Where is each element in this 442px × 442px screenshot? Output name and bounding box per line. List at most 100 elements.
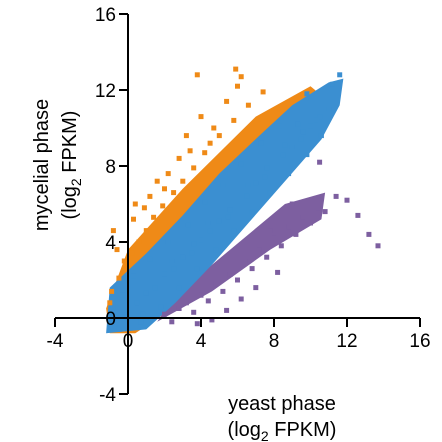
down-regulated-cloud — [157, 192, 326, 322]
data-point-s2-32 — [224, 307, 230, 313]
data-point-s2-21 — [315, 205, 321, 211]
data-point-s0-59 — [300, 129, 306, 135]
data-point-s0-7 — [180, 254, 186, 260]
data-point-s0-38 — [277, 123, 282, 129]
data-point-s0-57 — [264, 165, 270, 171]
data-point-s1-35 — [183, 133, 189, 139]
axes — [54, 13, 421, 395]
data-point-s0-2 — [134, 300, 140, 306]
tick-labels: -4 0 4 8 12 16 -4 0 4 8 12 16 — [47, 5, 431, 406]
data-point-s0-30 — [131, 273, 136, 279]
data-point-s2-31 — [238, 296, 244, 302]
data-point-s2-8 — [220, 288, 226, 294]
data-point-s0-45 — [249, 209, 255, 215]
data-point-s2-22 — [322, 209, 328, 215]
data-point-s1-29 — [176, 155, 182, 161]
data-point-s2-25 — [355, 212, 361, 218]
data-point-s2-0 — [162, 311, 167, 317]
data-point-s2-19 — [300, 214, 306, 220]
data-point-s1-34 — [162, 186, 167, 192]
data-point-s0-31 — [147, 256, 153, 262]
data-point-s1-30 — [154, 178, 160, 184]
data-point-s0-60 — [313, 117, 319, 123]
data-point-s1-1 — [109, 288, 115, 294]
data-point-s1-2 — [116, 275, 122, 281]
data-point-s2-10 — [235, 277, 240, 283]
data-point-s0-6 — [171, 266, 177, 272]
data-point-s0-58 — [282, 142, 288, 148]
data-point-s1-23 — [224, 98, 230, 104]
y-tick-label-1: 0 — [105, 309, 116, 330]
data-point-s0-22 — [317, 114, 323, 120]
data-point-s0-55 — [227, 207, 233, 213]
x-axis-unit-suffix: FPKM) — [269, 419, 337, 441]
data-point-s0-5 — [162, 271, 167, 277]
data-point-s2-15 — [271, 235, 277, 241]
data-point-s0-26 — [304, 91, 310, 97]
data-point-s2-17 — [286, 224, 292, 230]
data-point-s1-31 — [132, 201, 138, 207]
y-tick-label-4: 12 — [95, 81, 116, 102]
data-point-s2-1 — [169, 319, 175, 325]
data-point-s1-36 — [198, 114, 204, 120]
data-point-s0-47 — [286, 171, 292, 177]
data-point-s2-24 — [344, 197, 350, 203]
data-point-s1-16 — [260, 89, 266, 95]
data-point-s2-16 — [278, 243, 284, 249]
data-point-s1-3 — [121, 258, 127, 264]
data-point-s0-15 — [253, 180, 259, 186]
data-point-s1-6 — [143, 228, 149, 234]
x-tick-label-5: 16 — [409, 331, 430, 352]
data-point-s0-56 — [245, 182, 251, 188]
x-axis-unit-subscript: 2 — [261, 428, 269, 442]
data-point-s0-28 — [110, 304, 116, 310]
data-point-s0-17 — [271, 163, 277, 169]
data-point-s0-12 — [225, 214, 231, 220]
data-point-s0-48 — [304, 152, 310, 158]
data-point-s0-23 — [326, 106, 332, 112]
data-point-s2-35 — [289, 201, 295, 207]
data-point-s1-15 — [245, 102, 251, 108]
data-point-s0-4 — [152, 285, 158, 291]
data-point-s1-4 — [129, 250, 135, 256]
data-point-s0-50 — [121, 309, 127, 315]
x-tick-label-4: 12 — [336, 331, 357, 352]
data-point-s2-6 — [205, 298, 211, 304]
data-point-s1-18 — [131, 216, 136, 222]
data-point-s2-5 — [198, 292, 204, 298]
unchanged-cloud — [106, 78, 344, 334]
data-point-s1-11 — [191, 165, 197, 171]
data-point-s0-11 — [216, 218, 222, 224]
data-point-s1-7 — [151, 214, 157, 220]
data-point-s0-39 — [138, 319, 144, 325]
x-axis-title: yeast phase — [228, 393, 336, 415]
data-point-s0-9 — [198, 237, 204, 243]
x-tick-label-2: 4 — [196, 331, 207, 352]
data-point-s0-8 — [189, 250, 195, 256]
data-point-s1-28 — [207, 140, 213, 146]
data-point-s0-13 — [235, 201, 240, 207]
data-point-s2-4 — [191, 309, 197, 315]
data-point-s0-49 — [318, 133, 324, 139]
x-tick-label-1: 0 — [123, 331, 134, 352]
data-point-s0-43 — [213, 247, 219, 253]
data-point-s1-17 — [114, 247, 120, 253]
data-point-s2-34 — [194, 321, 200, 327]
data-point-s0-41 — [176, 285, 182, 291]
data-point-s2-12 — [249, 266, 255, 272]
data-point-s2-11 — [242, 258, 248, 264]
y-axis-unit: (log2 FPKM) — [59, 111, 84, 220]
data-point-s0-25 — [337, 72, 343, 78]
data-point-s2-23 — [333, 193, 339, 199]
data-point-s1-22 — [211, 125, 217, 131]
data-point-s0-32 — [165, 239, 171, 245]
data-point-s1-27 — [194, 72, 200, 78]
x-tick-label-0: -4 — [47, 331, 64, 352]
y-tick-label-0: -4 — [99, 385, 116, 406]
data-point-s2-26 — [366, 231, 372, 237]
data-point-s2-20 — [308, 220, 313, 226]
y-tick-label-3: 8 — [105, 157, 116, 178]
data-point-s0-35 — [220, 182, 226, 188]
data-point-s1-20 — [165, 171, 171, 177]
